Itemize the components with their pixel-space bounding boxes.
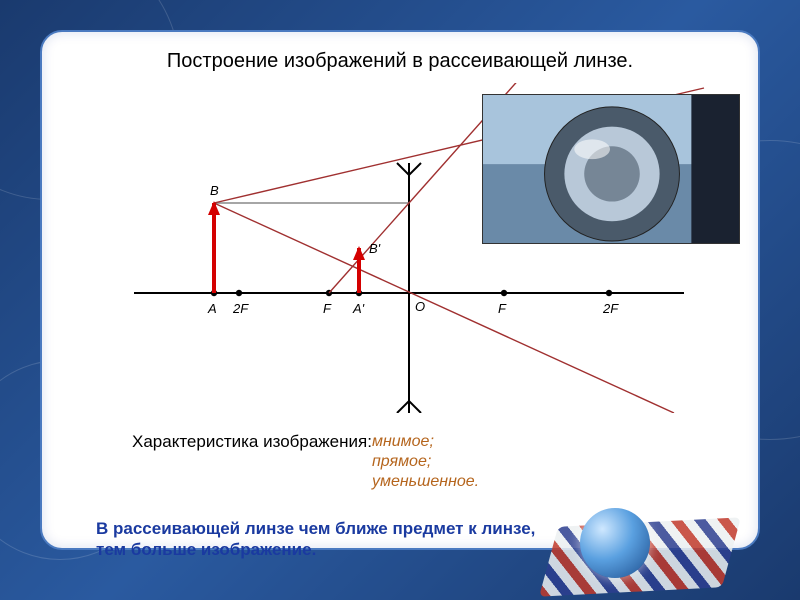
char-value: уменьшенное. xyxy=(372,472,479,492)
svg-text:F: F xyxy=(498,301,507,316)
char-value: прямое; xyxy=(372,452,479,472)
content-card: Построение изображений в рассеивающей ли… xyxy=(40,30,760,550)
char-value: мнимое; xyxy=(372,432,479,452)
characteristics-label: Характеристика изображения: xyxy=(132,432,372,452)
svg-text:O: O xyxy=(415,299,425,314)
svg-text:A': A' xyxy=(352,301,365,316)
svg-text:2F: 2F xyxy=(602,301,619,316)
svg-text:2F: 2F xyxy=(232,301,249,316)
inset-photo xyxy=(482,94,740,244)
page-title: Построение изображений в рассеивающей ли… xyxy=(64,50,736,73)
svg-text:F: F xyxy=(323,301,332,316)
footer-note: В рассеивающей линзе чем ближе предмет к… xyxy=(96,518,535,561)
characteristics-values: мнимое; прямое; уменьшенное. xyxy=(372,432,479,492)
svg-text:B: B xyxy=(210,183,219,198)
globe-icon xyxy=(580,508,650,578)
svg-text:B': B' xyxy=(369,241,381,256)
char-label-text: Характеристика изображения: xyxy=(132,432,372,451)
svg-text:A: A xyxy=(207,301,217,316)
